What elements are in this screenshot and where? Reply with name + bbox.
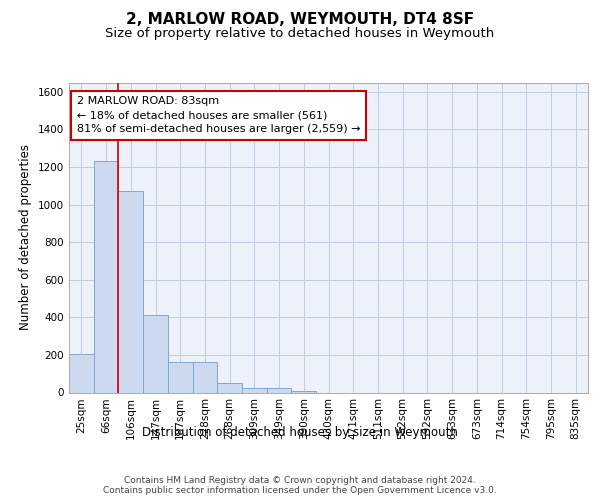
Bar xyxy=(242,388,267,392)
Bar xyxy=(94,162,118,392)
Text: 2, MARLOW ROAD, WEYMOUTH, DT4 8SF: 2, MARLOW ROAD, WEYMOUTH, DT4 8SF xyxy=(126,12,474,28)
Text: Size of property relative to detached houses in Weymouth: Size of property relative to detached ho… xyxy=(106,28,494,40)
Bar xyxy=(168,362,193,392)
Text: Distribution of detached houses by size in Weymouth: Distribution of detached houses by size … xyxy=(142,426,458,439)
Text: Contains HM Land Registry data © Crown copyright and database right 2024.
Contai: Contains HM Land Registry data © Crown c… xyxy=(103,476,497,495)
Bar xyxy=(267,388,292,392)
Bar xyxy=(193,362,217,392)
Bar xyxy=(118,190,143,392)
Bar xyxy=(292,390,316,392)
Bar xyxy=(69,354,94,393)
Bar xyxy=(143,316,168,392)
Y-axis label: Number of detached properties: Number of detached properties xyxy=(19,144,32,330)
Bar xyxy=(217,382,242,392)
Text: 2 MARLOW ROAD: 83sqm
← 18% of detached houses are smaller (561)
81% of semi-deta: 2 MARLOW ROAD: 83sqm ← 18% of detached h… xyxy=(77,96,360,134)
